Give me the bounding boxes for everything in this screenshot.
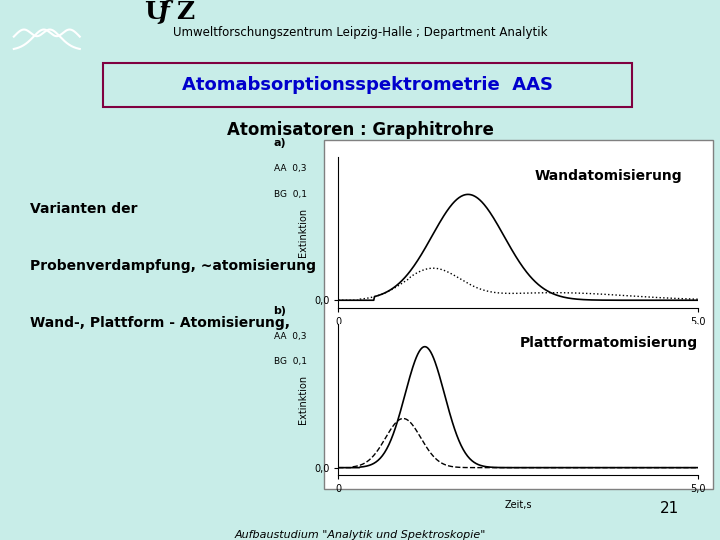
Text: Probenverdampfung, ~atomisierung: Probenverdampfung, ~atomisierung [30, 259, 316, 273]
X-axis label: Zeit,s: Zeit,s [505, 500, 532, 510]
Text: b): b) [274, 306, 287, 316]
Text: Plattformatomisierung: Plattformatomisierung [519, 336, 698, 350]
Text: a): a) [274, 138, 287, 149]
FancyBboxPatch shape [103, 64, 631, 106]
Text: Varianten der: Varianten der [30, 202, 138, 216]
Text: AA  0,3: AA 0,3 [274, 164, 306, 173]
Text: f: f [158, 1, 169, 24]
X-axis label: Zeit,s: Zeit,s [505, 333, 532, 342]
Text: Aufbaustudium "Analytik und Spektroskopie": Aufbaustudium "Analytik und Spektroskopi… [234, 530, 486, 540]
Text: Z: Z [176, 1, 194, 24]
Text: Atomisatoren : Graphitrohre: Atomisatoren : Graphitrohre [227, 120, 493, 139]
Y-axis label: Extinktion: Extinktion [299, 375, 308, 424]
Y-axis label: Extinktion: Extinktion [299, 208, 308, 256]
Text: BG  0,1: BG 0,1 [274, 190, 307, 199]
Text: U: U [144, 1, 166, 24]
Text: BG  0,1: BG 0,1 [274, 357, 307, 366]
Text: Atomabsorptionsspektrometrie  AAS: Atomabsorptionsspektrometrie AAS [181, 76, 553, 94]
Text: Umweltforschungszentrum Leipzig-Halle ; Department Analytik: Umweltforschungszentrum Leipzig-Halle ; … [173, 26, 547, 39]
Text: 21: 21 [660, 501, 679, 516]
Text: Wand-, Plattform - Atomisierung,: Wand-, Plattform - Atomisierung, [30, 316, 290, 329]
Text: Wandatomisierung: Wandatomisierung [534, 168, 683, 183]
Text: AA  0,3: AA 0,3 [274, 332, 306, 341]
